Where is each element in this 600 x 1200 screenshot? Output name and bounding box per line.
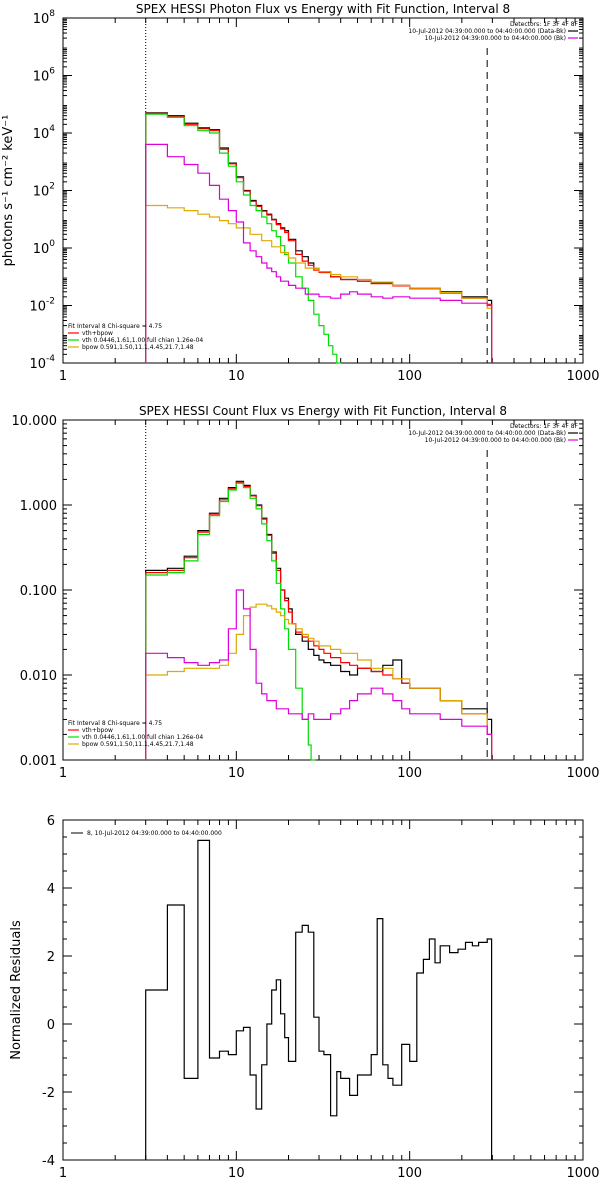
legend-bottomleft-text: vth+bpow (82, 727, 113, 734)
legend-bottomleft-text: vth+bpow (82, 330, 113, 337)
y-tick-exponent: 4 (49, 124, 55, 134)
x-tick-label: 1 (59, 369, 67, 384)
series-line-bpow (145, 603, 493, 760)
legend-topright-text: 10-Jul-2012 04:39:00.000 to 04:40:00.000… (408, 430, 566, 437)
legend-bottomleft-text: Fit Interval 8 Chi-square = 4.75 (68, 323, 162, 330)
y-tick-label: -2 (42, 1086, 55, 1101)
series-line-data (145, 839, 493, 1160)
legend-topleft-text: 8, 10-Jul-2012 04:39:00.000 to 04:40:00.… (87, 830, 222, 837)
legend-bottomleft-text: bpow 0.591,1.50,11.1,4.45,21.7,1.48 (82, 741, 194, 748)
y-tick-label: -4 (42, 1154, 55, 1169)
chart-panel-3: 1 10 100 1000 -4 -2 0 2 4 6 Normalized Residuals 8,… (9, 814, 600, 1181)
y-tick-label: 1.000 (20, 499, 57, 514)
chart-title: SPEX HESSI Photon Flux vs Energy with Fi… (136, 2, 510, 16)
x-tick-label: 1 (59, 1166, 67, 1181)
legend-topright-text: 10-Jul-2012 04:39:00.000 to 04:40:00.000… (425, 35, 566, 42)
chart-title: SPEX HESSI Count Flux vs Energy with Fit… (139, 404, 507, 418)
y-tick-label: 0.100 (20, 584, 57, 599)
y-tick-label: 10.000 (12, 414, 58, 429)
series-line-vth (145, 482, 316, 761)
legend-bottomleft-text: bpow 0.591,1.50,11.1,4.45,21.7,1.48 (82, 344, 194, 351)
legend-topright-text: Detectors: 1F 3F 4F 8F (510, 21, 579, 28)
y-tick-label: 2 (47, 950, 55, 965)
y-tick-label: 6 (47, 814, 55, 829)
y-tick-exponent: -2 (46, 297, 55, 307)
x-tick-label: 100 (397, 766, 422, 781)
plot-frame (62, 17, 584, 364)
x-tick-label: 10 (228, 766, 245, 781)
legend-bottomleft-text: Fit Interval 8 Chi-square = 4.75 (68, 720, 162, 727)
chart-panel-2: SPEX HESSI Count Flux vs Energy with Fit… (12, 404, 600, 781)
y-tick-exponent: 2 (49, 182, 55, 192)
y-tick-label: 0.001 (20, 754, 57, 769)
x-tick-label: 100 (397, 369, 422, 384)
y-tick-label: 106 (33, 67, 56, 85)
y-tick-label: 108 (33, 9, 56, 27)
y-tick-base: 10 (29, 300, 46, 315)
y-tick-label: 10-4 (29, 354, 55, 372)
x-tick-label: 1000 (566, 1166, 599, 1181)
y-tick-label: 4 (47, 882, 55, 897)
y-tick-label: 10-2 (29, 297, 55, 315)
legend-topright-text: 10-Jul-2012 04:39:00.000 to 04:40:00.000… (408, 28, 566, 35)
y-tick-base: 10 (33, 70, 50, 85)
y-tick-base: 10 (33, 127, 50, 142)
y-tick-exponent: 6 (49, 67, 55, 77)
y-tick-label: 0.010 (20, 669, 57, 684)
series-line-bpow (145, 204, 493, 363)
y-axis-label: Normalized Residuals (9, 920, 24, 1060)
legend-topright-text: Detectors: 1F 3F 4F 8F (510, 423, 579, 430)
chart-panel-1: SPEX HESSI Photon Flux vs Energy with Fi… (1, 2, 600, 384)
x-tick-label: 1000 (566, 369, 599, 384)
y-tick-exponent: -4 (46, 354, 55, 364)
y-tick-label: 104 (33, 124, 56, 142)
y-tick-label: 0 (47, 1018, 55, 1033)
y-tick-label: 102 (33, 182, 55, 200)
y-axis-label: photons s⁻¹ cm⁻² keV⁻¹ (1, 115, 16, 267)
y-tick-base: 10 (29, 357, 46, 372)
legend-bottomleft-text: vth 0.0446,1.61,1.00 full chian 1.26e-04 (82, 337, 203, 344)
x-tick-label: 10 (228, 369, 245, 384)
x-tick-label: 10 (228, 1166, 245, 1181)
x-tick-label: 1000 (566, 766, 599, 781)
y-tick-base: 10 (33, 242, 50, 257)
series-line-bk (145, 143, 493, 363)
x-tick-label: 1 (59, 766, 67, 781)
y-tick-exponent: 0 (49, 239, 55, 249)
y-tick-exponent: 8 (49, 9, 55, 19)
x-tick-label: 100 (397, 1166, 422, 1181)
plot-frame (62, 819, 584, 1161)
series-line-vth (145, 113, 342, 364)
series-line-bk (145, 589, 493, 760)
y-tick-label: 100 (33, 239, 56, 257)
y-tick-base: 10 (33, 185, 50, 200)
plot-frame (62, 419, 584, 761)
legend-topright-text: 10-Jul-2012 04:39:00.000 to 04:40:00.000… (425, 437, 566, 444)
legend-bottomleft-text: vth 0.0446,1.61,1.00 full chian 1.26e-04 (82, 734, 203, 741)
y-tick-base: 10 (33, 12, 50, 27)
